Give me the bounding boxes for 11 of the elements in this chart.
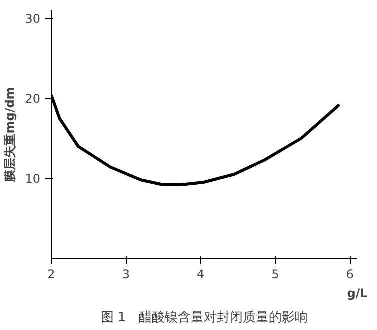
y-tick-label: 30	[25, 12, 41, 26]
x-tick-label: 4	[196, 268, 205, 282]
x-tick-label: 6	[346, 268, 354, 282]
x-axis-title: g/L	[347, 286, 368, 300]
x-tick-label: 5	[272, 268, 280, 282]
x-tick-label: 3	[122, 268, 130, 282]
x-tick-label: 2	[48, 268, 56, 282]
caption: 图 1 醋酸镍含量对封闭质量的影响	[100, 310, 308, 326]
y-axis-title: 膜层失重mg/dm	[3, 87, 18, 183]
y-tick-label: 10	[25, 172, 41, 186]
y-tick-label: 20	[25, 92, 41, 106]
